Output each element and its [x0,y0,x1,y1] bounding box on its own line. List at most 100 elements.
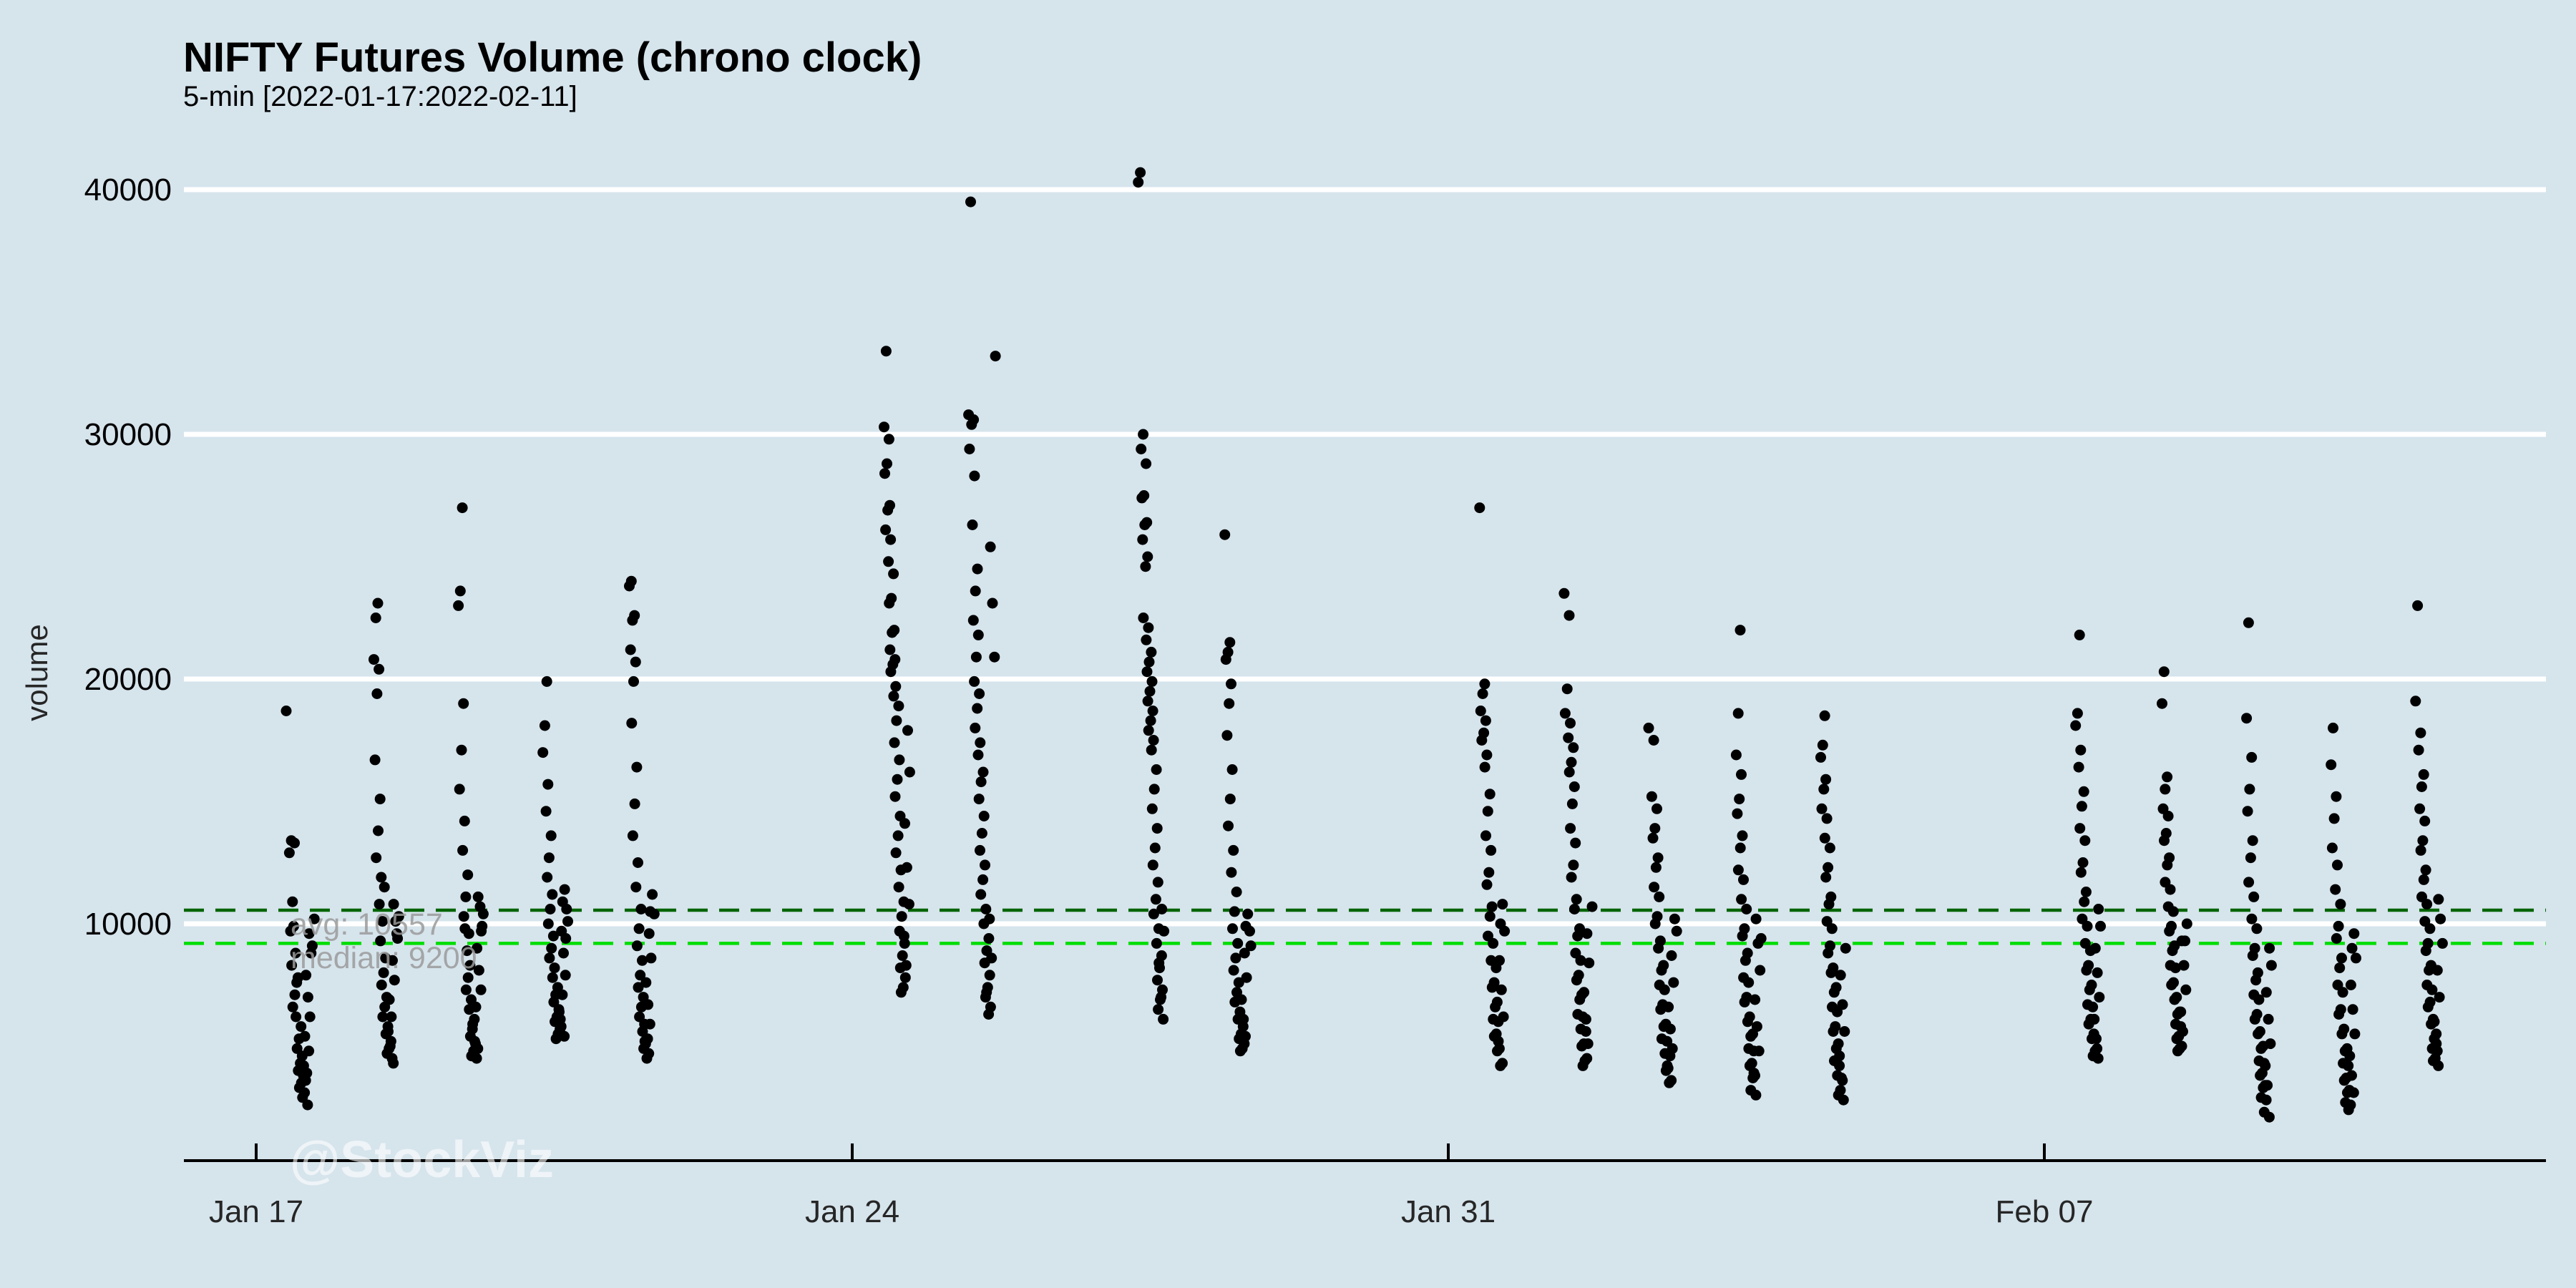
data-point [374,899,385,910]
data-point [1230,952,1241,964]
data-point [2333,1009,2345,1020]
data-point [387,955,398,966]
data-point [900,960,912,971]
data-point [1484,789,1496,800]
data-point [2081,965,2092,976]
data-point [1231,887,1242,897]
data-point [887,627,898,638]
data-point [1649,882,1660,893]
data-point [389,975,400,986]
data-point [973,794,985,805]
data-point [1571,894,1582,905]
data-point [2241,713,2253,724]
data-point [2260,1094,2272,1106]
data-point [539,720,550,731]
data-point [1479,761,1491,773]
data-point [375,935,386,947]
data-point [1750,1089,1762,1101]
data-point [1575,955,1586,966]
data-point [1236,994,1247,1005]
data-point [1649,823,1661,834]
data-point [880,346,892,357]
data-point [2255,1043,2267,1054]
data-point [888,568,899,580]
data-point [627,830,638,841]
data-point [1748,1068,1760,1079]
data-point [2249,1013,2260,1025]
data-point [1227,923,1238,935]
data-point [1234,1045,1246,1057]
data-point [1224,794,1236,805]
data-point [983,1009,995,1020]
data-point [972,703,983,714]
data-point [2417,835,2429,847]
data-point [1480,715,1491,726]
data-point [374,794,386,805]
data-point [2246,751,2258,763]
data-point [2074,629,2085,640]
data-point [547,930,559,942]
data-point [2326,842,2338,854]
data-point [1241,972,1252,983]
data-point [470,1001,482,1013]
data-point [1646,791,1657,802]
data-point [2078,786,2089,797]
data-point [287,896,298,907]
data-point [460,984,472,995]
data-point [1143,656,1155,668]
data-point [2246,913,2258,924]
data-point [1135,167,1146,178]
data-point [457,502,468,514]
data-point [1142,551,1153,562]
data-point [1498,1011,1509,1023]
data-point [896,911,907,922]
data-point [1732,708,1744,719]
data-point [2420,945,2431,957]
data-point [2076,801,2087,812]
data-point [1737,930,1748,942]
data-point [2091,1033,2102,1045]
data-point [1152,975,1163,986]
x-axis-ticks [255,1143,2046,1161]
data-point [981,987,992,998]
data-point [1580,1026,1591,1037]
data-point [1219,529,1231,540]
data-point [889,737,900,748]
data-point [895,987,907,998]
data-point [641,1053,653,1064]
data-point [462,869,474,881]
data-point [986,952,997,964]
data-point [473,965,484,976]
data-point [882,458,892,469]
data-point [1137,534,1148,545]
data-point [2181,918,2192,930]
data-point [1133,177,1144,188]
data-point [2334,962,2346,974]
data-point [984,970,995,981]
data-point [2247,950,2258,961]
data-point [624,580,635,592]
data-point [1568,904,1580,914]
data-point [2419,815,2431,826]
data-point [1740,955,1751,966]
data-point [2164,925,2175,937]
data-point [286,960,298,971]
data-point [1475,706,1486,716]
data-point [377,916,388,927]
data-point [976,828,987,839]
data-point [1239,947,1250,959]
data-point [1496,984,1507,995]
data-point [1490,1001,1501,1013]
data-point [1245,940,1257,952]
data-point [1156,992,1167,1003]
data-point [1158,1013,1169,1025]
data-point [2412,600,2424,611]
data-point [1148,735,1159,746]
x-axis-tick-labels: Jan 17 Jan 24 Jan 31 Feb 07 [209,1194,2094,1229]
data-point [2172,1045,2183,1057]
data-point [467,1018,479,1030]
data-point [2348,1087,2359,1098]
data-point [1226,678,1236,690]
data-point [1497,899,1508,910]
chart-title: NIFTY Futures Volume (chrono clock) [183,34,922,81]
